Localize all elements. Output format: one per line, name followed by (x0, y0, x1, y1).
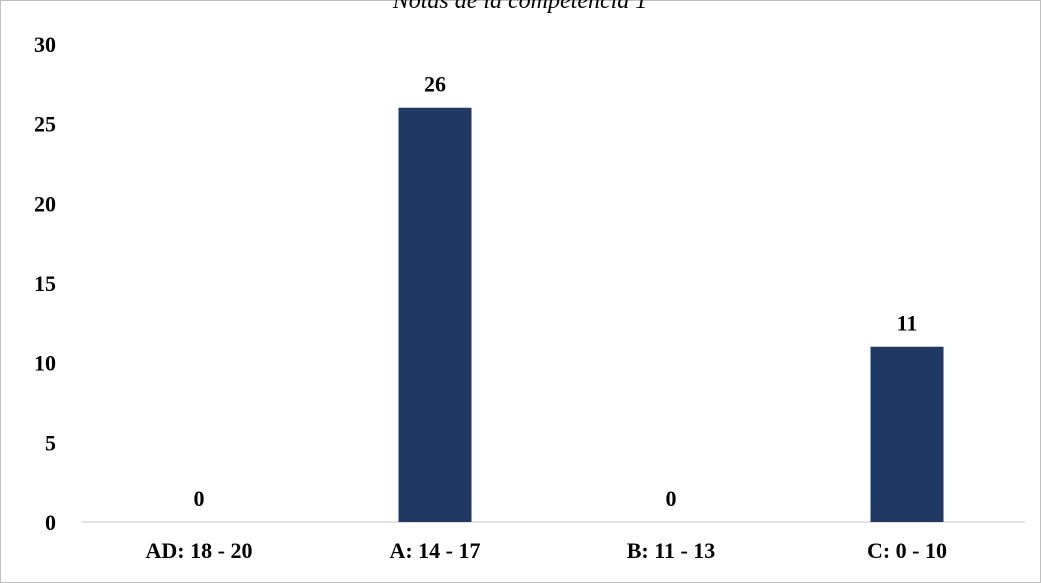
data-label: 26 (424, 72, 446, 97)
category-labels: AD: 18 - 20 A: 14 - 17 B: 11 - 13 C: 0 - 10 (146, 538, 947, 563)
x-category-label: B: 11 - 13 (627, 538, 716, 563)
y-tick-label: 15 (34, 271, 56, 296)
y-tick-label: 20 (34, 191, 56, 216)
y-tick-label: 25 (34, 112, 56, 137)
data-label: 0 (666, 486, 677, 511)
x-category-label: C: 0 - 10 (867, 538, 947, 563)
chart-title: Notas de la competencia 1 (392, 0, 648, 14)
y-axis-ticks: 0 5 10 15 20 25 30 (34, 32, 56, 535)
y-tick-label: 5 (45, 430, 56, 455)
bars (398, 107, 944, 522)
x-category-label: A: 14 - 17 (389, 538, 480, 563)
x-category-label: AD: 18 - 20 (146, 538, 253, 563)
data-labels: 0 26 0 11 (194, 72, 918, 511)
data-label: 11 (897, 311, 918, 336)
y-tick-label: 0 (45, 510, 56, 535)
bar (870, 346, 944, 522)
y-tick-label: 10 (34, 351, 56, 376)
y-tick-label: 30 (34, 32, 56, 57)
data-label: 0 (194, 486, 205, 511)
bar (398, 107, 472, 522)
